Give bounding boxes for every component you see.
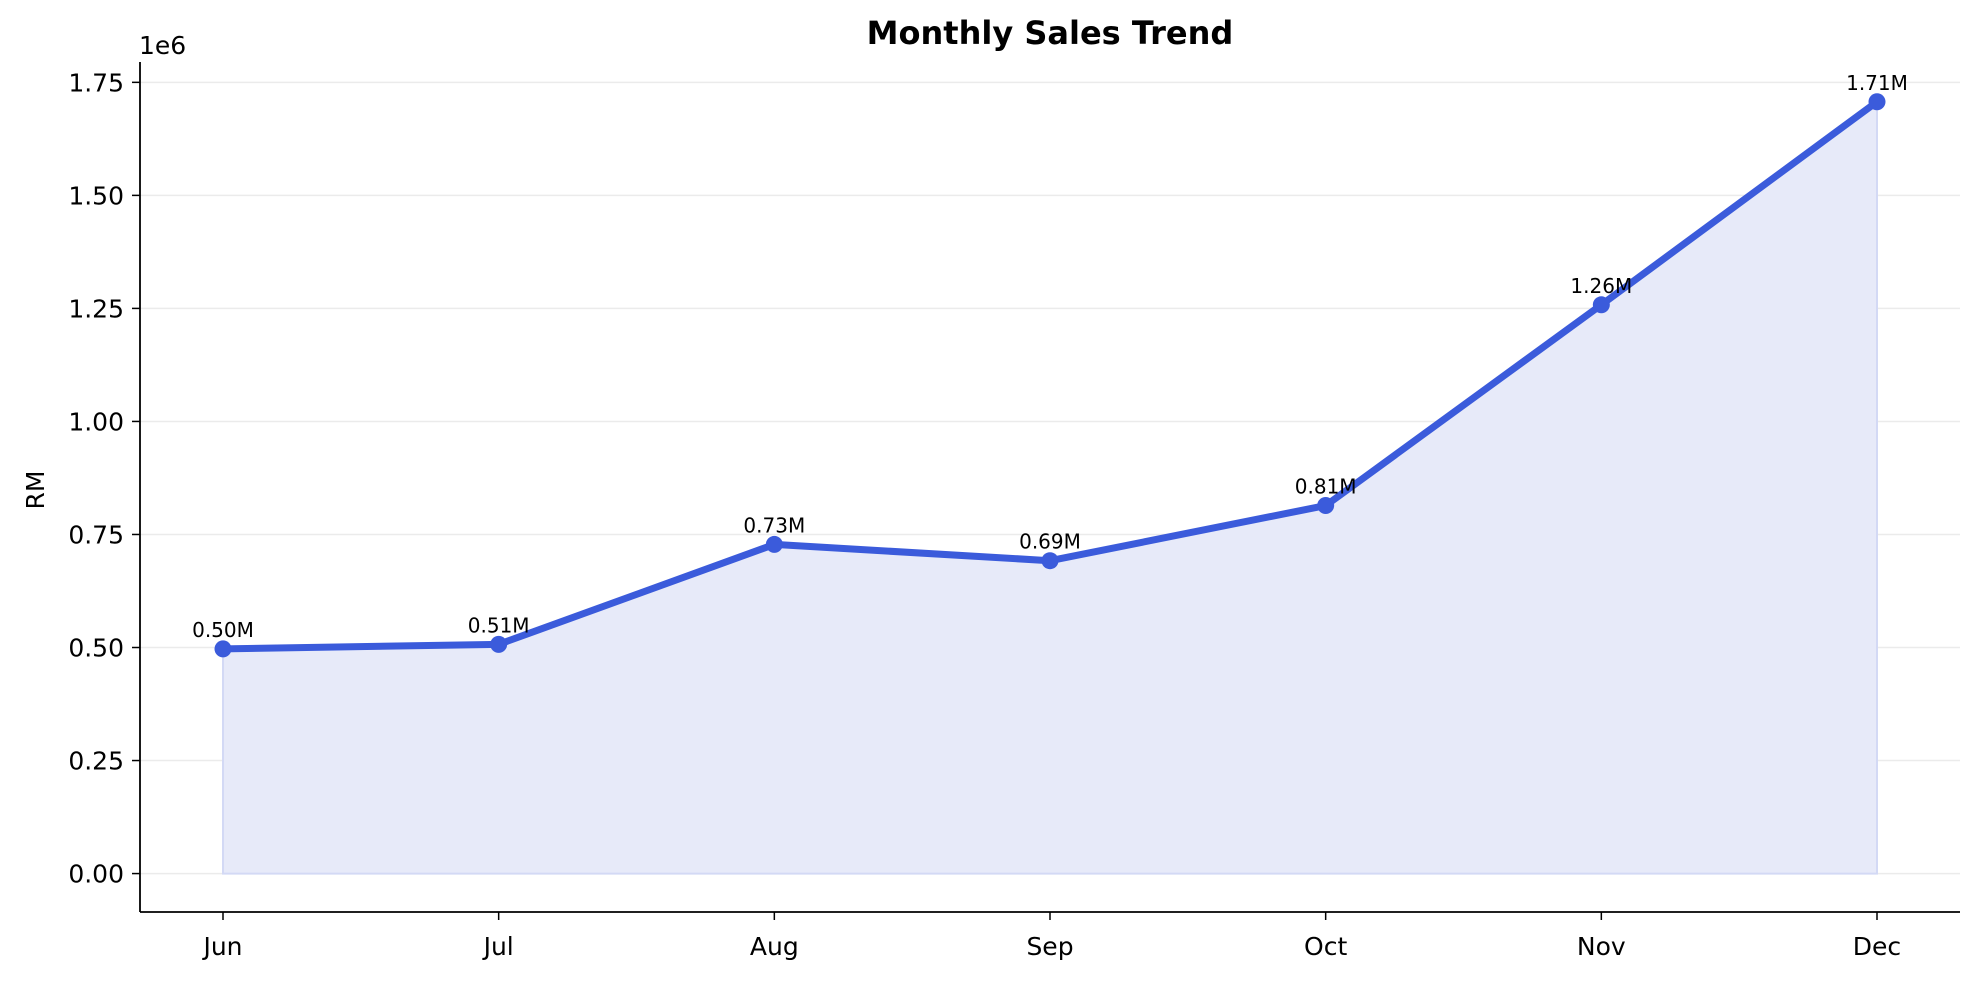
y-tick-label-0: 0.00 (68, 860, 124, 889)
axis-layer: 0.00 0.25 0.50 0.75 1.00 1.25 1.50 1.75 Jun Jul Au… (68, 62, 1960, 961)
data-point-oct (1317, 497, 1335, 515)
y-tick-label-4: 1.00 (68, 407, 124, 436)
data-point-jul (490, 635, 508, 653)
y-offset-label: 1e6 (139, 31, 186, 60)
y-tick-label-7: 1.75 (68, 68, 124, 97)
data-label-nov: 1.26M (1570, 274, 1632, 298)
data-point-nov (1592, 296, 1610, 314)
point-layer (214, 93, 1886, 658)
x-tick-label-4: Oct (1304, 932, 1347, 961)
data-label-dec: 1.71M (1846, 71, 1908, 95)
data-point-jun (214, 640, 232, 658)
chart-title: Monthly Sales Trend (867, 14, 1234, 52)
y-tick-label-6: 1.50 (68, 181, 124, 210)
y-tick-label-5: 1.25 (68, 294, 124, 323)
x-tick-label-2: Aug (750, 932, 799, 961)
x-tick-label-0: Jun (201, 932, 242, 961)
x-tick-label-6: Dec (1853, 932, 1901, 961)
y-tick-label-3: 0.75 (68, 520, 124, 549)
data-label-jun: 0.50M (192, 618, 254, 642)
x-tick-label-5: Nov (1577, 932, 1626, 961)
data-point-aug (765, 535, 783, 553)
label-layer: 0.50M 0.51M 0.73M 0.69M 0.81M 1.26M 1.71M (192, 71, 1908, 642)
data-point-sep (1041, 552, 1059, 570)
y-tick-label-2: 0.50 (68, 634, 124, 663)
area-layer (222, 99, 1878, 875)
data-label-aug: 0.73M (743, 513, 805, 537)
data-label-jul: 0.51M (468, 613, 530, 637)
y-tick-label-1: 0.25 (68, 747, 124, 776)
data-point-dec (1868, 93, 1886, 111)
data-label-oct: 0.81M (1295, 475, 1357, 499)
x-tick-label-3: Sep (1026, 932, 1073, 961)
y-axis-title: RM (21, 471, 50, 510)
data-label-sep: 0.69M (1019, 530, 1081, 554)
area-fill (222, 99, 1878, 875)
x-tick-label-1: Jul (482, 932, 514, 961)
